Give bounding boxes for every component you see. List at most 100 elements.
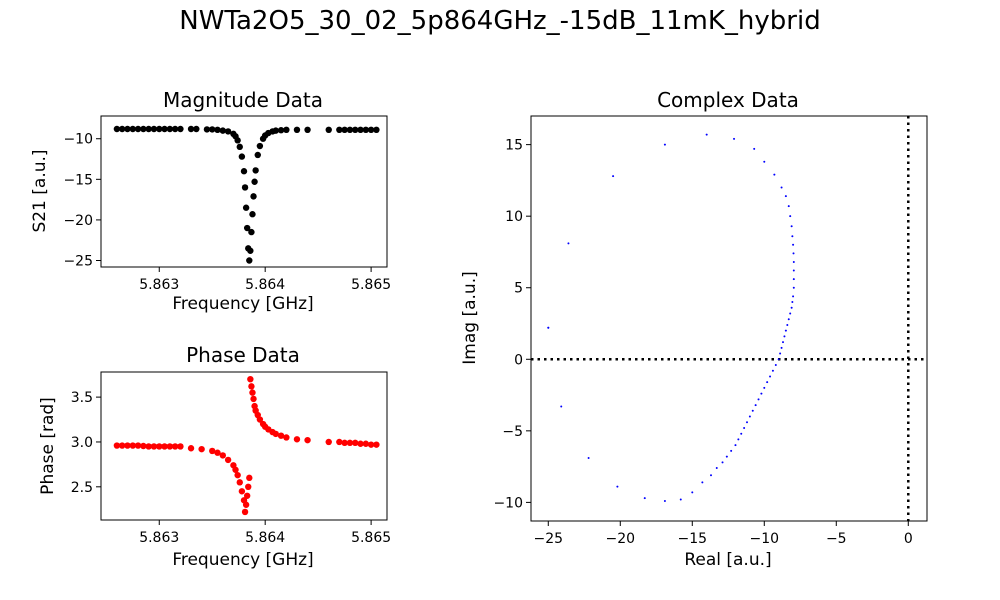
complex-data-point <box>679 498 682 501</box>
complex-data-point <box>789 215 792 218</box>
magnitude-ticks: 5.863 5.864 5.865 −25 −20 −15 −10 <box>63 132 391 293</box>
magnitude-data-point <box>118 125 126 133</box>
complex-data-point <box>792 295 795 298</box>
magnitude-data-point <box>373 126 380 134</box>
magnitude-data-point <box>362 126 370 134</box>
phase-data-point <box>177 443 184 450</box>
magnitude-data-point <box>145 125 152 133</box>
phase-title: Phase Data <box>186 343 300 367</box>
complex-data-point <box>780 186 783 189</box>
complex-data-point <box>612 175 615 178</box>
phase-data-point <box>214 449 221 456</box>
magnitude-data-point <box>224 128 232 135</box>
complex-data-point <box>787 205 790 208</box>
phase-data-point <box>245 483 252 491</box>
complex-ytick-label: −10 <box>493 495 523 511</box>
magnitude-data-point <box>177 125 184 133</box>
magnitude-ytick-label: −10 <box>63 132 93 148</box>
complex-data-point <box>663 499 666 502</box>
complex-data-point <box>792 269 795 272</box>
complex-axes-frame <box>530 115 928 522</box>
phase-data-point <box>224 456 232 464</box>
phase-data-point <box>234 471 241 479</box>
complex-data-point <box>587 457 590 460</box>
magnitude-xlabel: Frequency [GHz] <box>172 294 313 314</box>
magnitude-data-point <box>283 126 290 134</box>
phase-axes-frame <box>100 371 388 521</box>
complex-data-point <box>792 260 795 263</box>
figure-suptitle: NWTa2O5_30_02_5p864GHz_-15dB_11mK_hybrid <box>179 6 821 36</box>
complex-data-point <box>734 444 737 447</box>
complex-data-point <box>737 438 740 441</box>
complex-xtick-label: −20 <box>606 531 636 547</box>
complex-data-point <box>710 474 712 477</box>
phase-xlabel: Frequency [GHz] <box>172 550 313 570</box>
phase-ytick-label: 3.0 <box>71 435 93 451</box>
magnitude-xtick-label: 5.864 <box>245 277 285 293</box>
phase-data-point <box>238 488 246 495</box>
magnitude-data-point <box>254 151 261 159</box>
magnitude-title: Magnitude Data <box>163 88 323 112</box>
complex-data-point <box>790 225 793 228</box>
phase-data-point <box>166 443 174 450</box>
phase-data-point <box>362 440 370 447</box>
magnitude-data-point <box>234 137 241 144</box>
phase-xtick-label: 5.865 <box>351 530 391 546</box>
phase-data-point <box>357 440 364 447</box>
complex-data-point <box>774 364 777 367</box>
phase-data-point <box>272 430 279 438</box>
complex-data-point <box>730 449 733 452</box>
magnitude-axes-frame <box>100 115 388 268</box>
phase-data-point <box>352 439 359 447</box>
phase-ylabel: Phase [rad] <box>38 397 58 495</box>
complex-xtick-label: −5 <box>826 531 847 547</box>
magnitude-data-point <box>277 127 285 134</box>
complex-data-point <box>789 312 792 315</box>
phase-data-point <box>283 434 290 441</box>
phase-data-point <box>247 375 254 383</box>
magnitude-data-point <box>341 126 348 134</box>
magnitude-data-point <box>219 127 227 134</box>
complex-data-point <box>792 278 795 281</box>
magnitude-data-point <box>243 224 251 232</box>
phase-data-point <box>346 439 354 447</box>
phase-data-point <box>236 479 243 486</box>
complex-data-point <box>791 301 794 304</box>
complex-panel: Complex Data −25 −20 −15 −10 −5 0−10−5051015 … <box>460 88 928 570</box>
magnitude-xtick-label: 5.863 <box>139 277 179 293</box>
phase-data-point <box>129 442 136 449</box>
complex-data-point <box>715 467 718 470</box>
complex-ytick-label: 10 <box>505 209 523 225</box>
magnitude-data-point <box>367 126 375 134</box>
complex-data-point <box>790 306 793 309</box>
magnitude-data-point <box>240 168 248 175</box>
magnitude-data-point <box>236 143 243 151</box>
complex-data-point <box>740 432 743 435</box>
complex-data-point <box>782 341 784 344</box>
phase-data-point <box>118 442 126 449</box>
complex-data-point <box>783 335 786 338</box>
phase-data-point <box>256 416 264 423</box>
phase-data-point <box>232 466 239 473</box>
complex-data-point <box>753 147 756 150</box>
magnitude-data-point <box>209 126 216 133</box>
complex-data-point <box>792 243 795 246</box>
complex-data-point <box>757 398 760 401</box>
magnitude-data-point <box>251 178 258 185</box>
complex-xlabel: Real [a.u.] <box>684 550 771 570</box>
phase-data-point <box>277 432 285 439</box>
complex-data-point <box>769 375 772 378</box>
complex-data-point <box>701 481 704 484</box>
magnitude-ytick-label: −20 <box>63 213 93 229</box>
phase-data-point <box>373 441 380 448</box>
magnitude-data-point <box>241 184 249 191</box>
complex-data-point <box>766 381 769 384</box>
complex-data-point <box>787 318 790 321</box>
phase-data-point <box>209 447 216 455</box>
phase-data-point <box>250 395 257 403</box>
complex-xtick-label: −25 <box>534 531 564 547</box>
magnitude-data-point <box>166 125 174 133</box>
complex-data-point <box>779 352 782 355</box>
complex-data-point <box>786 323 789 326</box>
